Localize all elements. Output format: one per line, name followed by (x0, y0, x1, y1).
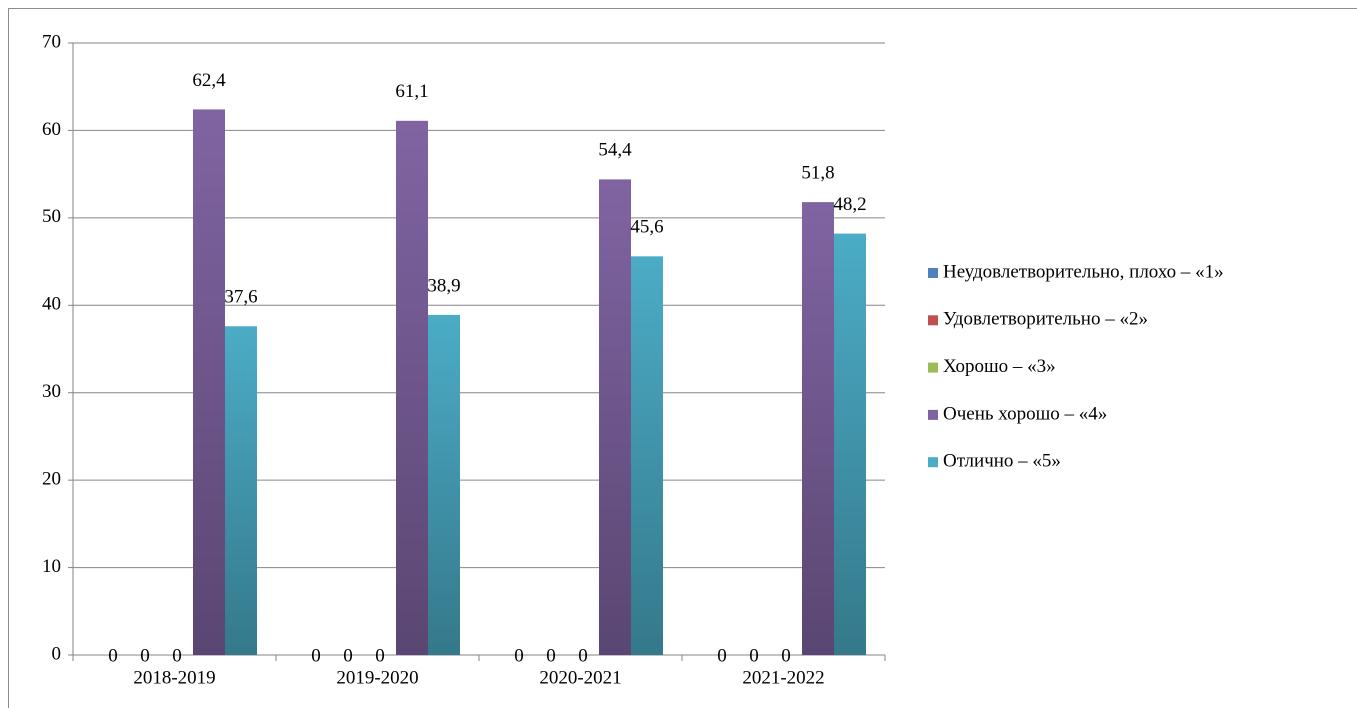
data-label: 0 (578, 645, 588, 666)
data-label: 48,2 (833, 194, 866, 215)
bar-shade (225, 326, 257, 655)
data-label: 0 (108, 645, 118, 666)
bar-shade (631, 256, 663, 655)
legend-label: Удовлетворительно – «2» (943, 309, 1148, 330)
data-label: 0 (717, 645, 727, 666)
data-label: 61,1 (395, 81, 428, 102)
data-label: 38,9 (427, 275, 460, 296)
data-label: 0 (140, 645, 150, 666)
data-label: 54,4 (598, 140, 632, 161)
bar-shade (599, 179, 631, 656)
data-label: 37,6 (224, 287, 257, 308)
x-tick-label: 2020-2021 (539, 667, 621, 688)
y-tick-label: 50 (42, 206, 61, 227)
y-tick-label: 60 (42, 119, 61, 140)
data-label: 45,6 (630, 217, 663, 238)
data-label: 51,8 (801, 162, 834, 183)
data-label: 0 (375, 645, 385, 666)
chart-frame (8, 8, 1357, 708)
data-label: 0 (781, 645, 791, 666)
legend-swatch (928, 315, 938, 326)
x-tick-label: 2019-2020 (336, 667, 418, 688)
data-label: 0 (749, 645, 759, 666)
data-label: 0 (546, 645, 556, 666)
legend-swatch (928, 457, 938, 468)
bar-shade (193, 109, 225, 655)
legend-swatch (928, 268, 938, 278)
data-label: 0 (311, 645, 321, 666)
data-label: 0 (514, 645, 524, 666)
bar-shade (834, 233, 866, 655)
y-tick-label: 30 (42, 381, 61, 402)
bar-shade (428, 314, 460, 655)
y-tick-label: 0 (52, 643, 62, 664)
bar-shade (396, 120, 428, 656)
data-label: 0 (343, 645, 353, 666)
legend-swatch (928, 409, 938, 420)
y-tick-label: 70 (42, 31, 61, 52)
data-label: 0 (172, 645, 182, 666)
legend-label: Отлично – «5» (943, 451, 1061, 472)
x-tick-label: 2018-2019 (133, 667, 215, 688)
legend-label: Неудовлетворительно, плохо – «1» (943, 261, 1224, 282)
y-tick-label: 10 (42, 556, 61, 577)
bar-shade (802, 202, 834, 655)
y-tick-label: 20 (42, 469, 61, 490)
data-label: 62,4 (192, 70, 226, 91)
legend-swatch (928, 362, 938, 373)
legend-label: Очень хорошо – «4» (943, 403, 1107, 424)
legend-label: Хорошо – «3» (943, 356, 1056, 377)
x-tick-label: 2021-2022 (742, 667, 824, 688)
y-tick-label: 40 (42, 294, 61, 315)
